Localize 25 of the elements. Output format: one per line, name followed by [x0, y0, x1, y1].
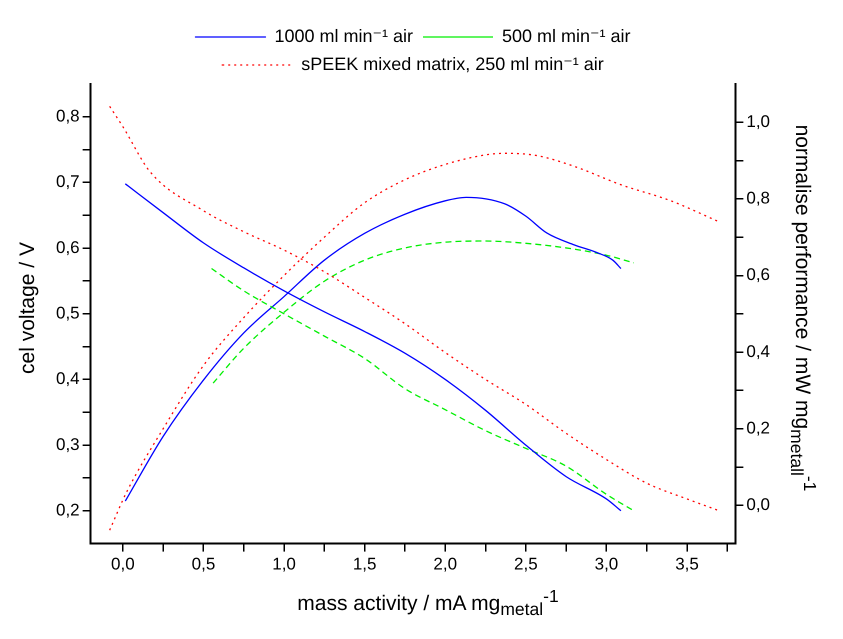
x-tick-label: 2,5 [514, 554, 538, 574]
y-tick-label: 0,8 [56, 106, 80, 126]
y2-tick-label: 0,2 [746, 418, 770, 438]
y2-tick-label: 0,6 [746, 265, 770, 284]
x-tick-label: 2,0 [433, 554, 458, 574]
x-tick-label: 1,5 [352, 554, 376, 574]
y2-tick-label: 0,4 [746, 342, 770, 361]
y-tick-label: 0,7 [56, 172, 80, 192]
x-tick-label: 3,5 [675, 554, 699, 574]
y-tick-label: 0,5 [56, 303, 80, 322]
y2-tick-label: 0,0 [746, 494, 770, 514]
y2-tick-label: 1,0 [746, 112, 770, 131]
x-tick-label: 0,5 [192, 554, 216, 574]
y-tick-label: 0,3 [56, 434, 80, 454]
legend-label: 500 ml min⁻¹ air [502, 26, 631, 46]
legend-label: 1000 ml min⁻¹ air [274, 26, 414, 46]
x-tick-label: 1,0 [272, 554, 296, 574]
legend-label: sPEEK mixed matrix, 250 ml min⁻¹ air [301, 54, 604, 74]
y-tick-label: 0,6 [56, 238, 80, 257]
y-axis-title: cel voltage / V [16, 242, 40, 374]
y2-tick-label: 0,8 [746, 188, 770, 208]
x-tick-label: 3,0 [594, 554, 618, 574]
x-tick-label: 0,0 [111, 554, 135, 574]
y-tick-label: 0,4 [56, 369, 80, 388]
y-tick-label: 0,2 [56, 500, 80, 520]
